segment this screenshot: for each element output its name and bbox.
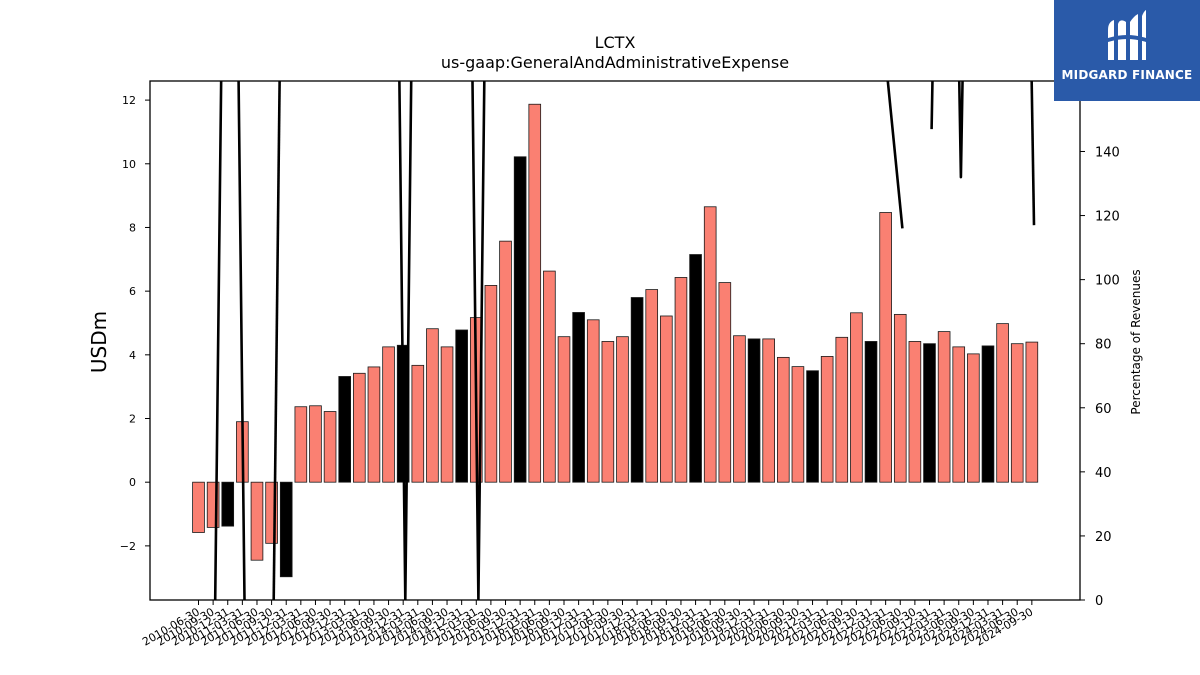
y-tick-label: 4: [129, 349, 136, 362]
y2-axis: 020406080100120140160: [1080, 81, 1120, 609]
bars-group: [192, 103, 1039, 578]
bar: [674, 277, 688, 483]
bar: [1010, 343, 1024, 483]
bar: [762, 338, 775, 483]
y2-tick-label: 80: [1095, 338, 1112, 353]
bar: [660, 315, 673, 483]
bar: [572, 312, 585, 483]
bar: [367, 366, 381, 483]
y-tick-label: −2: [120, 540, 136, 553]
bar: [981, 345, 995, 483]
bar: [426, 328, 439, 483]
bar: [294, 406, 308, 483]
brand-logo: MIDGARD FINANCE: [1054, 0, 1200, 101]
bar: [893, 313, 907, 483]
bar: [703, 206, 717, 483]
y2-tick-label: 40: [1095, 466, 1112, 481]
x-axis: 2010-06-302010-09-302010-12-312011-03-31…: [140, 600, 1035, 649]
line-series-segment: [398, 81, 413, 600]
bar: [499, 240, 512, 483]
bar: [835, 336, 849, 483]
bar: [543, 270, 556, 483]
bar: [952, 346, 966, 483]
bar: [630, 297, 644, 483]
y-tick-label: 0: [129, 476, 136, 489]
bar: [382, 346, 395, 483]
bar: [733, 335, 746, 483]
line-series-segment: [272, 81, 281, 600]
bar: [923, 343, 936, 483]
bar: [557, 336, 571, 483]
bar: [996, 323, 1009, 483]
bar: [221, 481, 235, 527]
line-series-segment: [213, 81, 246, 600]
bar: [1025, 341, 1039, 483]
bar: [250, 481, 264, 561]
bar: [850, 312, 863, 483]
logo-text: MIDGARD FINANCE: [1061, 68, 1193, 82]
bar: [484, 285, 498, 483]
y2-axis-label: Percentage of Revenues: [1129, 269, 1143, 414]
bar: [967, 353, 980, 483]
bar: [455, 329, 468, 483]
bar: [601, 341, 615, 483]
y2-tick-label: 120: [1095, 210, 1120, 225]
y-axis: −2 0 2 4 6 8 10 12: [120, 94, 150, 553]
plot-frame: [149, 80, 1081, 601]
bar: [323, 411, 337, 483]
y2-tick-label: 20: [1095, 530, 1112, 545]
bar: [718, 282, 732, 483]
bar: [747, 338, 761, 483]
y-axis-label: USDm: [87, 311, 111, 373]
bar: [206, 481, 220, 528]
bar: [645, 289, 659, 483]
y-tick-label: 6: [129, 285, 136, 298]
bar: [806, 370, 819, 483]
bar: [791, 366, 805, 483]
bar: [689, 254, 702, 483]
y-tick-label: 2: [129, 413, 136, 426]
bar: [353, 372, 366, 483]
bar: [777, 356, 790, 483]
bar: [586, 319, 600, 483]
line-group: [213, 81, 1036, 600]
bar: [528, 103, 542, 483]
bar: [265, 481, 278, 544]
bar: [192, 481, 205, 533]
line-series-segment: [886, 81, 904, 229]
y-tick-label: 10: [122, 158, 136, 171]
y-tick-label: 8: [129, 221, 136, 234]
chart-title: LCTX: [595, 33, 636, 52]
bar: [513, 156, 527, 483]
bar: [879, 212, 892, 483]
y2-tick-label: 140: [1095, 145, 1120, 160]
bar: [309, 405, 322, 483]
bar: [937, 331, 951, 483]
line-series-segment: [930, 81, 964, 179]
bar: [338, 376, 351, 483]
bar: [440, 346, 454, 483]
logo-mark-icon: [1108, 10, 1146, 60]
y2-tick-label: 0: [1095, 594, 1103, 609]
bar: [864, 341, 878, 483]
chart-subtitle: us-gaap:GeneralAndAdministrativeExpense: [441, 53, 789, 72]
y2-tick-label: 100: [1095, 274, 1120, 289]
bar: [820, 356, 834, 483]
bar: [616, 336, 629, 483]
y-tick-label: 12: [122, 94, 136, 107]
bar: [279, 481, 293, 578]
y2-tick-label: 60: [1095, 402, 1112, 417]
bar: [411, 364, 425, 483]
line-series-segment: [1030, 81, 1036, 226]
bar: [908, 341, 922, 483]
